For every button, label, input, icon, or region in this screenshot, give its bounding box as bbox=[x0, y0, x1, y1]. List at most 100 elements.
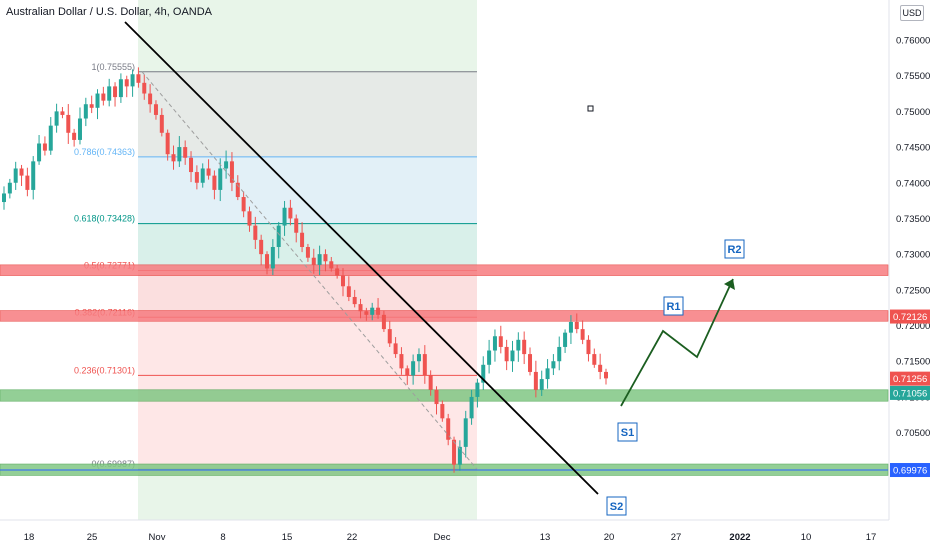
price-tick-label: 0.70500 bbox=[896, 428, 930, 439]
candle-body bbox=[183, 147, 188, 158]
annotation-box-r2 bbox=[724, 239, 745, 259]
candle-body bbox=[498, 336, 503, 347]
candle-body bbox=[381, 314, 386, 330]
fib-band bbox=[138, 317, 477, 376]
candle-body bbox=[66, 114, 71, 133]
price-tick-label: 0.76000 bbox=[896, 35, 930, 46]
candle-body bbox=[229, 161, 234, 183]
candle-body bbox=[206, 168, 211, 176]
fib-level-label: 0.618(0.73428) bbox=[74, 214, 135, 224]
candle-body bbox=[212, 175, 217, 190]
candle-body bbox=[487, 350, 492, 365]
candle-body bbox=[276, 225, 281, 248]
candle-body bbox=[247, 211, 252, 226]
price-badge-label: 0.71056 bbox=[893, 388, 927, 399]
candle-body bbox=[142, 82, 147, 94]
annotation-box-s1 bbox=[617, 422, 638, 442]
candle-body bbox=[457, 446, 462, 465]
candle-body bbox=[411, 361, 416, 376]
time-tick-label: 13 bbox=[540, 532, 551, 543]
candle-body bbox=[235, 182, 240, 198]
price-tick-label: 0.74500 bbox=[896, 143, 930, 154]
price-tick-label: 0.71500 bbox=[896, 357, 930, 368]
annotation-label-r2: R2 bbox=[727, 244, 741, 256]
candle-body bbox=[124, 79, 129, 87]
candle-body bbox=[60, 111, 65, 115]
currency-button[interactable]: USD bbox=[900, 5, 924, 21]
candle-body bbox=[440, 404, 445, 419]
chart-marker bbox=[587, 105, 594, 112]
candle-body bbox=[516, 339, 521, 351]
time-tick-label: 8 bbox=[220, 532, 225, 543]
price-tick-label: 0.74000 bbox=[896, 178, 930, 189]
candle-body bbox=[118, 79, 123, 98]
annotation-box-s2 bbox=[606, 496, 627, 516]
candle-body bbox=[13, 168, 18, 183]
annotation-label-s2: S2 bbox=[610, 501, 623, 513]
candle-body bbox=[2, 193, 6, 203]
time-tick-label: Dec bbox=[434, 532, 451, 543]
candle-body bbox=[340, 275, 345, 287]
candle-body bbox=[159, 114, 164, 133]
fib-level-label: 0.236(0.71301) bbox=[74, 365, 135, 375]
candle-body bbox=[492, 336, 497, 351]
candle-body bbox=[288, 207, 293, 219]
resistance-zone-upper bbox=[0, 264, 889, 276]
candle-body bbox=[335, 268, 340, 276]
price-badge bbox=[890, 385, 930, 400]
candle-body bbox=[592, 354, 597, 365]
candle-body bbox=[563, 332, 568, 347]
candle-body bbox=[604, 371, 608, 379]
downtrend-line bbox=[124, 21, 599, 495]
candle-body bbox=[241, 197, 246, 212]
candle-body bbox=[522, 339, 527, 355]
annotation-box-r1 bbox=[663, 296, 684, 316]
fib-band bbox=[138, 270, 477, 318]
candle-body bbox=[270, 247, 275, 269]
price-badge-label: 0.71256 bbox=[893, 374, 927, 385]
candle-body bbox=[504, 346, 509, 362]
candle-body bbox=[422, 354, 427, 376]
fib-level-label: 1(0.75555) bbox=[91, 62, 135, 72]
projection-arrow-head bbox=[724, 279, 735, 290]
projection-path bbox=[620, 278, 734, 407]
time-tick-label: 2022 bbox=[729, 532, 750, 543]
candle-body bbox=[224, 161, 229, 169]
candle-body bbox=[194, 172, 199, 183]
candle-body bbox=[405, 368, 410, 376]
candle-body bbox=[19, 168, 24, 176]
time-tick-label: 22 bbox=[347, 532, 358, 543]
candle-body bbox=[136, 74, 141, 83]
candle-body bbox=[317, 254, 322, 265]
price-tick-label: 0.73500 bbox=[896, 214, 930, 225]
candle-body bbox=[37, 143, 42, 162]
candle-body bbox=[89, 104, 94, 108]
candle-body bbox=[376, 307, 381, 315]
candle-body bbox=[177, 147, 182, 162]
candle-body bbox=[416, 354, 421, 362]
candle-body bbox=[393, 343, 398, 355]
candle-body bbox=[259, 239, 264, 255]
candle-body bbox=[528, 354, 533, 372]
candle-body bbox=[568, 321, 573, 333]
price-badge-label: 0.69976 bbox=[893, 466, 927, 477]
candle-body bbox=[77, 118, 82, 140]
candle-body bbox=[311, 257, 316, 265]
symbol-title: Australian Dollar / U.S. Dollar, 4h, OAN… bbox=[6, 6, 213, 18]
candle-body bbox=[95, 93, 100, 108]
candle-body bbox=[25, 175, 30, 190]
price-badge bbox=[890, 309, 930, 324]
fib-band bbox=[138, 71, 477, 157]
candle-body bbox=[300, 232, 305, 248]
time-tick-label: 20 bbox=[604, 532, 615, 543]
candle-body bbox=[364, 311, 369, 315]
price-badge-label: 0.72126 bbox=[893, 312, 927, 323]
candle-body bbox=[358, 304, 363, 312]
candle-body bbox=[545, 368, 550, 380]
price-tick-label: 0.73000 bbox=[896, 250, 930, 261]
candle-body bbox=[346, 286, 351, 297]
candle-body bbox=[370, 307, 375, 315]
candle-body bbox=[54, 111, 59, 126]
candle-body bbox=[107, 86, 112, 101]
